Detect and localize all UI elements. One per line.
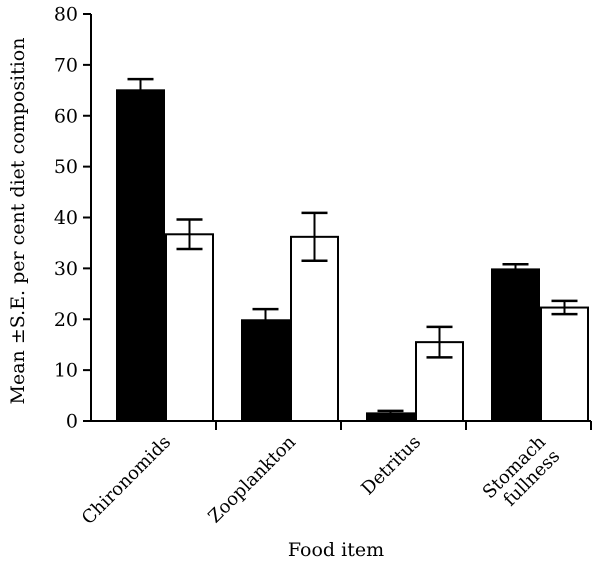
bar-filled bbox=[241, 319, 290, 422]
y-axis-title: Mean ±S.E. per cent diet composition bbox=[7, 38, 29, 405]
bars bbox=[116, 89, 589, 422]
category-label: Detritus bbox=[357, 432, 425, 500]
bar-open bbox=[290, 235, 339, 422]
x-ticks bbox=[215, 421, 592, 430]
category-label: Stomachfullness bbox=[479, 431, 565, 517]
category-label-line: Chironomids bbox=[78, 432, 175, 529]
y-tick-label: 70 bbox=[54, 54, 78, 76]
category-label: Chironomids bbox=[78, 432, 175, 529]
x-axis-title: Food item bbox=[288, 539, 384, 561]
y-ticks: 0 10 20 30 40 50 60 70 80 bbox=[54, 4, 91, 433]
category-label-line: Zooplankton bbox=[204, 431, 300, 527]
bar-filled bbox=[491, 268, 540, 422]
y-tick-label: 40 bbox=[54, 207, 78, 229]
bar-open bbox=[165, 233, 214, 422]
y-tick-label: 50 bbox=[54, 156, 78, 178]
y-tick-label: 30 bbox=[54, 258, 78, 280]
y-tick-label: 20 bbox=[54, 309, 78, 331]
category-labels: Chironomids Zooplankton Detritus Stomachful… bbox=[78, 431, 565, 529]
category-label: Zooplankton bbox=[204, 431, 300, 527]
error-bars bbox=[127, 77, 578, 418]
category-label-line: Detritus bbox=[357, 432, 425, 500]
y-tick-label: 0 bbox=[66, 411, 78, 433]
y-tick-label: 10 bbox=[54, 360, 78, 382]
bar-filled bbox=[116, 89, 165, 422]
y-tick-label: 80 bbox=[54, 4, 78, 26]
y-tick-label: 60 bbox=[54, 105, 78, 127]
bar-open bbox=[540, 306, 589, 422]
